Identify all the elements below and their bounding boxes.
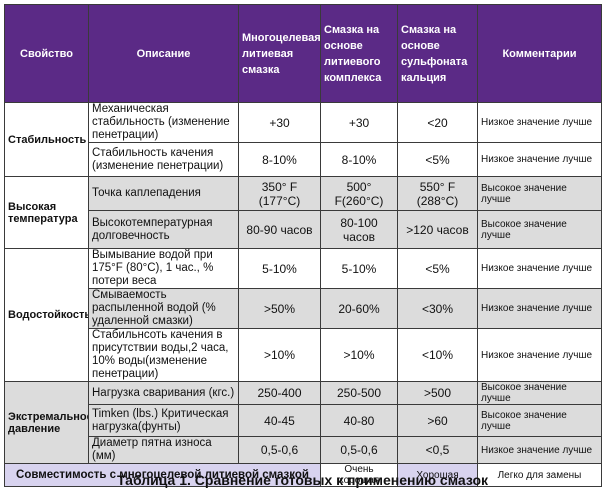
header-row: Свойство Описание Многоцелевая литиевая …	[4, 4, 602, 103]
row-description: Механическая стабильность (изменение пен…	[88, 102, 239, 143]
header-lithium-complex: Смазка на основе литиевого комплекса	[320, 4, 398, 103]
group-stability: Стабильность	[4, 102, 89, 177]
header-calcium-sulfonate: Смазка на основе сульфоната кальция	[397, 4, 478, 103]
row-value-lithium-complex: 8-10%	[320, 142, 398, 177]
row-value-lithium-complex: 5-10%	[320, 248, 398, 289]
row-description: Timken (lbs.) Критическая нагрузка(фунты…	[88, 404, 239, 437]
table-row: Высокая температура Точка каплепадения 3…	[4, 176, 602, 249]
row-value-lithium-complex: 20-60%	[320, 288, 398, 329]
row-description: Стабильнсоть качения в присутствии воды,…	[88, 328, 239, 382]
row-value-lithium: 250-400	[238, 381, 321, 405]
row-description: Нагрузка сваривания (кгс.)	[88, 381, 239, 405]
row-description: Точка каплепадения	[88, 176, 239, 211]
table-row: Стабильнсоть качения в присутствии воды,…	[5, 328, 602, 382]
table-caption: Таблица 1. Сравнение готовых к применени…	[116, 472, 489, 488]
row-value-lithium-complex: 40-80	[320, 404, 398, 437]
compatibility-lithium-complex: Очень хорошая	[320, 463, 398, 487]
group-high-temperature: Высокая температура	[4, 176, 89, 249]
row-comment: Высокое значение лучше	[477, 381, 602, 405]
row-comment: Низкое значение лучше	[477, 248, 602, 289]
table-row: Водостойкость Вымывание водой при 175°F …	[4, 248, 602, 382]
row-comment: Высокое значение лучше	[477, 404, 602, 437]
header-description: Описание	[88, 4, 239, 103]
compatibility-comment: Легко для замены	[477, 463, 602, 487]
table-row: Высокотемпературная долговечность 80-90 …	[5, 210, 602, 249]
row-value-calcium-sulfonate: >60	[397, 404, 478, 437]
table-row: Смываемость распыленной водой (% удаленн…	[5, 288, 602, 329]
table-row: Timken (lbs.) Критическая нагрузка(фунты…	[5, 404, 602, 437]
row-value-lithium: +30	[238, 102, 321, 143]
row-value-lithium: 80-90 часов	[238, 210, 321, 249]
row-comment: Низкое значение лучше	[477, 142, 602, 177]
row-value-lithium-complex: 500° F(260°C)	[320, 176, 398, 211]
row-value-calcium-sulfonate: >500	[397, 381, 478, 405]
row-value-lithium-complex: 0,5-0,6	[320, 436, 398, 464]
row-value-calcium-sulfonate: <20	[397, 102, 478, 143]
row-value-calcium-sulfonate: 550° F (288°C)	[397, 176, 478, 211]
footer-row: Совместимость с многоцелевой литиевой см…	[4, 463, 602, 487]
header-property: Свойство	[4, 4, 89, 103]
row-value-lithium: 350° F (177°C)	[238, 176, 321, 211]
row-comment: Высокое значение лучше	[477, 210, 602, 249]
header-lithium: Многоцелевая литиевая смазка	[238, 4, 321, 103]
row-value-calcium-sulfonate: <10%	[397, 328, 478, 382]
table-row: Диаметр пятна износа (мм) 0,5-0,6 0,5-0,…	[5, 436, 602, 464]
row-value-lithium-complex: 250-500	[320, 381, 398, 405]
row-value-calcium-sulfonate: >120 часов	[397, 210, 478, 249]
row-value-lithium-complex: +30	[320, 102, 398, 143]
comparison-table: Свойство Описание Многоцелевая литиевая …	[4, 4, 602, 487]
table-row: Стабильность качения (изменение пенетрац…	[5, 142, 602, 177]
row-value-calcium-sulfonate: <30%	[397, 288, 478, 329]
row-comment: Низкое значение лучше	[477, 102, 602, 143]
row-value-lithium-complex: 80-100 часов	[320, 210, 398, 249]
row-comment: Высокое значение лучше	[477, 176, 602, 211]
row-comment: Низкое значение лучше	[477, 288, 602, 329]
row-description: Вымывание водой при 175°F (80°C), 1 час.…	[88, 248, 239, 289]
row-description: Высокотемпературная долговечность	[88, 210, 239, 249]
row-value-lithium: 5-10%	[238, 248, 321, 289]
row-comment: Низкое значение лучше	[477, 436, 602, 464]
row-value-lithium: 0,5-0,6	[238, 436, 321, 464]
row-value-lithium: 8-10%	[238, 142, 321, 177]
row-value-lithium: 40-45	[238, 404, 321, 437]
row-value-lithium: >10%	[238, 328, 321, 382]
row-description: Диаметр пятна износа (мм)	[88, 436, 239, 464]
row-value-calcium-sulfonate: <0,5	[397, 436, 478, 464]
compatibility-label: Совместимость с многоцелевой литиевой см…	[4, 463, 321, 487]
row-value-calcium-sulfonate: <5%	[397, 142, 478, 177]
row-value-calcium-sulfonate: <5%	[397, 248, 478, 289]
row-value-lithium-complex: >10%	[320, 328, 398, 382]
row-description: Смываемость распыленной водой (% удаленн…	[88, 288, 239, 329]
group-water-resistance: Водостойкость	[4, 248, 89, 382]
row-value-lithium: >50%	[238, 288, 321, 329]
group-extreme-pressure: Экстремальное давление	[4, 381, 89, 464]
table-row: Стабильность Механическая стабильность (…	[4, 102, 602, 177]
header-comments: Комментарии	[477, 4, 602, 103]
compatibility-calcium-sulfonate: Хорошая	[397, 463, 478, 487]
row-description: Стабильность качения (изменение пенетрац…	[88, 142, 239, 177]
table-row: Экстремальное давление Нагрузка свариван…	[4, 381, 602, 464]
row-comment: Низкое значение лучше	[477, 328, 602, 382]
